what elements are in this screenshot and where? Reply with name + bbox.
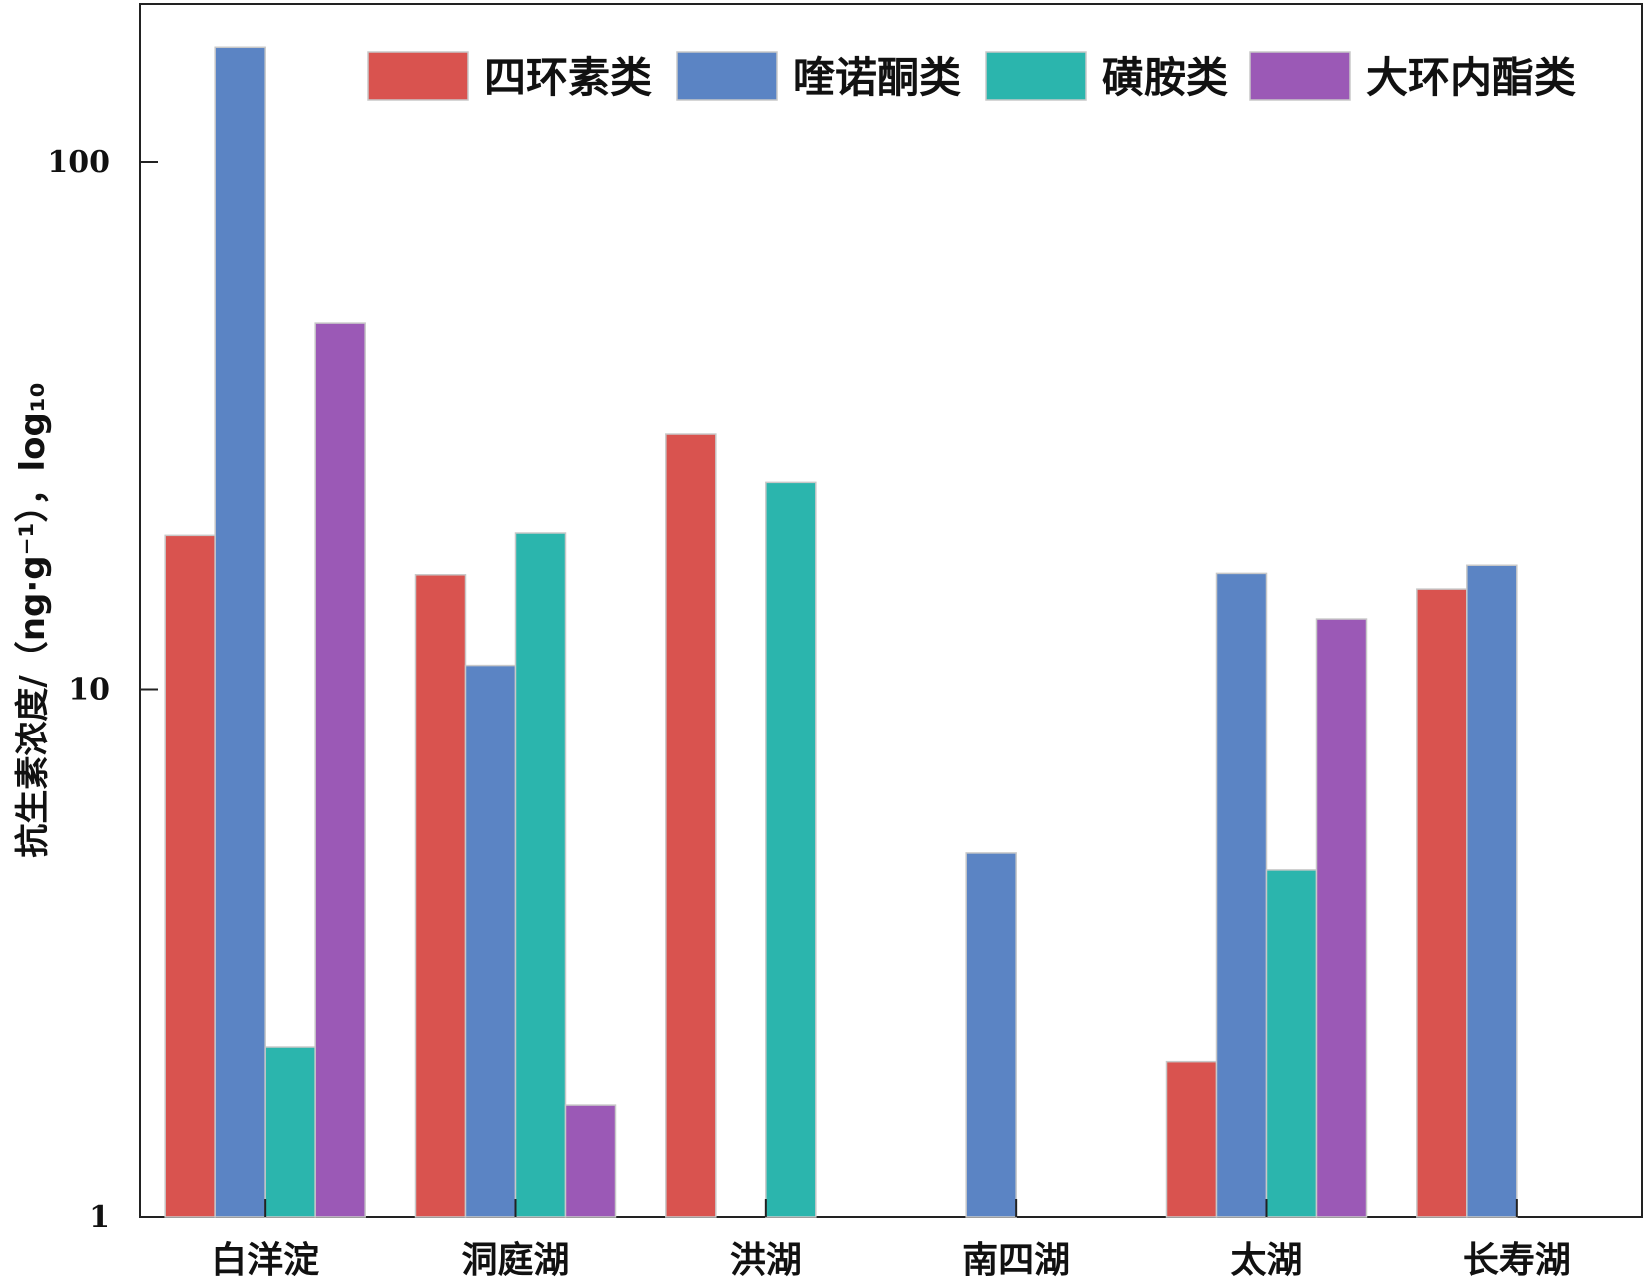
- bar-6-2: [1466, 564, 1518, 1218]
- legend-label: 磺胺类: [1102, 53, 1228, 102]
- x-tick-label: 洪湖: [730, 1240, 802, 1281]
- bar-6-1: [1416, 588, 1468, 1218]
- bar-2-4: [564, 1104, 617, 1218]
- bar-1-2: [214, 46, 266, 1218]
- legend-swatch: [367, 51, 469, 101]
- x-tick-label: 南四湖: [962, 1240, 1070, 1281]
- bar-2-1: [414, 574, 467, 1218]
- bar-1-1: [164, 534, 216, 1218]
- y-tick-label: 10: [68, 673, 110, 708]
- x-tick-label: 白洋淀: [211, 1240, 319, 1281]
- bar-2-3: [514, 532, 567, 1218]
- y-tick-label: 100: [47, 145, 110, 180]
- legend-label: 大环内酯类: [1366, 53, 1576, 102]
- y-axis-label: 抗生素浓度/（ng·g⁻¹），log₁₀: [13, 382, 53, 857]
- bars-layer: [164, 46, 1518, 1218]
- bar-1-4: [314, 322, 366, 1218]
- legend-label: 四环素类: [484, 53, 652, 102]
- legend-swatch: [985, 51, 1087, 101]
- bar-4-2: [965, 852, 1017, 1218]
- bar-1-3: [264, 1046, 316, 1218]
- bar-3-3: [765, 481, 817, 1218]
- bar-5-3: [1265, 869, 1318, 1218]
- x-tick-label: 太湖: [1230, 1240, 1302, 1281]
- bar-3-1: [665, 433, 717, 1218]
- bar-5-1: [1165, 1060, 1218, 1218]
- bar-5-2: [1215, 572, 1268, 1218]
- plot-frame: [139, 3, 1643, 1218]
- legend-swatch: [1249, 51, 1351, 101]
- bar-2-2: [464, 664, 517, 1218]
- x-tick-label: 洞庭湖: [461, 1240, 569, 1281]
- category-labels-layer: 白洋淀 洞庭湖 洪湖 南四湖 太湖 长寿湖: [211, 1240, 1571, 1281]
- legend-label: 喹诺酮类: [793, 53, 961, 102]
- legend-swatch: [676, 51, 778, 101]
- x-ticks-layer: [264, 1199, 1518, 1217]
- y-ticks-layer: 1 10 100: [47, 145, 158, 1235]
- legend: 四环素类 喹诺酮类 磺胺类 大环内酯类: [367, 51, 1576, 102]
- bar-5-4: [1315, 618, 1368, 1218]
- y-tick-label: 1: [89, 1200, 110, 1235]
- x-tick-label: 长寿湖: [1463, 1240, 1571, 1281]
